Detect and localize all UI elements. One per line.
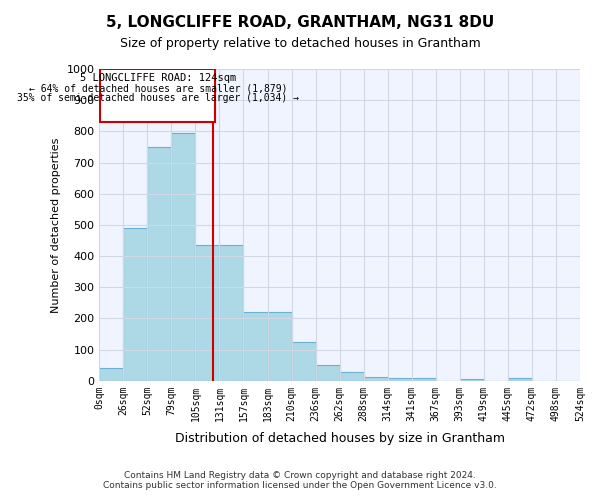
Text: 5 LONGCLIFFE ROAD: 124sqm: 5 LONGCLIFFE ROAD: 124sqm: [80, 74, 236, 84]
Bar: [292, 342, 316, 381]
Bar: [388, 378, 412, 381]
Bar: [244, 312, 268, 381]
FancyBboxPatch shape: [100, 69, 215, 122]
Bar: [364, 376, 388, 381]
X-axis label: Distribution of detached houses by size in Grantham: Distribution of detached houses by size …: [175, 432, 505, 445]
Bar: [172, 133, 196, 381]
Bar: [340, 372, 364, 381]
Text: ← 64% of detached houses are smaller (1,879): ← 64% of detached houses are smaller (1,…: [29, 84, 287, 94]
Bar: [196, 245, 220, 381]
Text: Size of property relative to detached houses in Grantham: Size of property relative to detached ho…: [119, 38, 481, 51]
Bar: [508, 378, 532, 381]
Bar: [148, 147, 172, 381]
Bar: [99, 368, 123, 381]
Bar: [412, 378, 436, 381]
Text: 5, LONGCLIFFE ROAD, GRANTHAM, NG31 8DU: 5, LONGCLIFFE ROAD, GRANTHAM, NG31 8DU: [106, 15, 494, 30]
Bar: [268, 312, 292, 381]
Bar: [316, 365, 340, 381]
Bar: [220, 245, 244, 381]
Bar: [460, 379, 484, 381]
Bar: [123, 228, 148, 381]
Y-axis label: Number of detached properties: Number of detached properties: [51, 137, 61, 312]
Text: Contains HM Land Registry data © Crown copyright and database right 2024.
Contai: Contains HM Land Registry data © Crown c…: [103, 470, 497, 490]
Text: 35% of semi-detached houses are larger (1,034) →: 35% of semi-detached houses are larger (…: [17, 92, 299, 102]
